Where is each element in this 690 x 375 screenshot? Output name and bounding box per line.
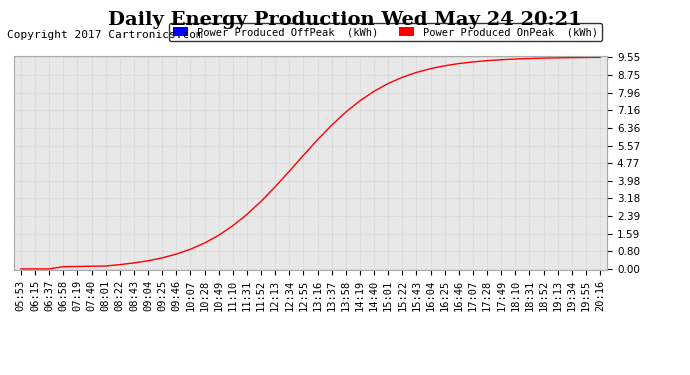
Legend: Power Produced OffPeak  (kWh), Power Produced OnPeak  (kWh): Power Produced OffPeak (kWh), Power Prod… [168,23,602,41]
Text: Copyright 2017 Cartronics.com: Copyright 2017 Cartronics.com [7,30,203,40]
Text: Daily Energy Production Wed May 24 20:21: Daily Energy Production Wed May 24 20:21 [108,11,582,29]
